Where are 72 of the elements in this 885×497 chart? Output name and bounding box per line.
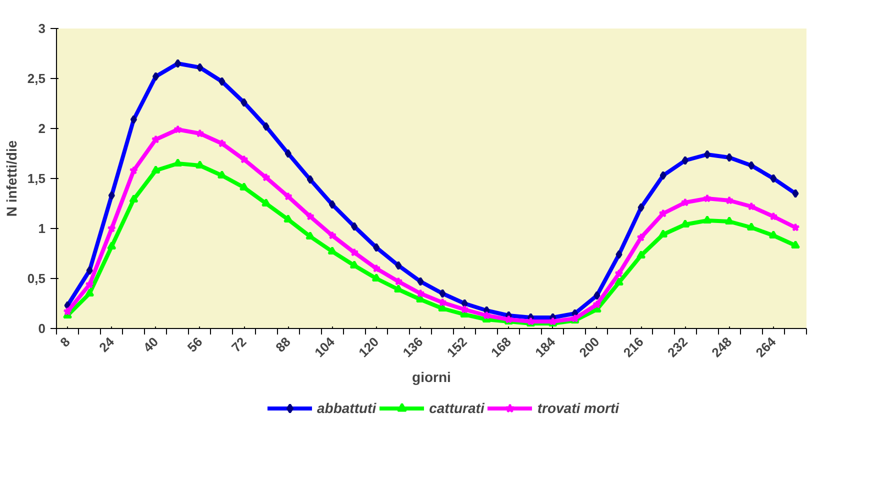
y-tick-label: 2 [38, 121, 46, 136]
point [306, 231, 315, 240]
x-tick-label: 248 [708, 334, 735, 360]
point [658, 209, 668, 218]
x-axis-title: giorni [412, 369, 451, 386]
point [284, 192, 292, 200]
point [328, 231, 337, 240]
point [658, 229, 668, 238]
point [217, 170, 226, 179]
y-tick-label: 3 [38, 21, 46, 36]
point [394, 277, 403, 286]
x-tick-label: 168 [488, 334, 514, 360]
point [107, 224, 116, 232]
point [636, 250, 646, 259]
x-tick-label: 120 [356, 334, 382, 360]
point [240, 182, 248, 191]
point [614, 277, 624, 286]
x-tick-label: 72 [228, 334, 250, 356]
point [196, 129, 204, 138]
x-tick-label: 88 [272, 334, 294, 356]
point [262, 173, 270, 182]
x-tick-label: 8 [57, 334, 73, 350]
x-tick-label: 56 [184, 334, 206, 356]
point [614, 269, 624, 278]
point [372, 264, 381, 272]
point [747, 202, 756, 210]
point [328, 246, 337, 255]
point [129, 166, 138, 174]
y-tick-label: 1,5 [27, 171, 46, 186]
legend-label: catturati [429, 400, 484, 416]
legend-label: abbattuti [316, 400, 376, 416]
x-tick-label: 184 [532, 334, 559, 360]
point [768, 230, 778, 239]
point [702, 215, 712, 224]
x-tick-label: 264 [752, 334, 780, 360]
y-tick-label: 0,5 [27, 271, 46, 286]
y-tick-label: 0 [38, 321, 46, 336]
x-tick-label: 152 [444, 334, 470, 360]
point [592, 300, 602, 308]
x-tick-label: 40 [140, 334, 162, 356]
point [350, 248, 359, 256]
legend-label: trovati morti [537, 400, 620, 416]
point [372, 273, 381, 282]
point [284, 214, 293, 223]
point [702, 194, 712, 202]
x-tick-label: 136 [400, 334, 426, 360]
point [306, 212, 315, 220]
point [350, 260, 359, 269]
point [151, 165, 160, 174]
x-tick-label: 24 [96, 334, 118, 356]
x-tick-label: 104 [312, 334, 338, 360]
y-tick-label: 2,5 [27, 71, 46, 86]
point [769, 212, 778, 220]
point [63, 307, 72, 316]
point [107, 241, 116, 250]
point [85, 280, 94, 288]
point [240, 155, 248, 164]
point [262, 198, 271, 207]
point [85, 288, 94, 297]
point [218, 139, 226, 148]
y-tick-label: 1 [38, 221, 46, 236]
point [724, 216, 734, 225]
point [394, 284, 403, 293]
point [790, 240, 800, 249]
x-tick-label: 200 [576, 334, 602, 360]
y-axis-title: N infetti/die [3, 140, 20, 217]
point [636, 233, 646, 242]
point [416, 289, 425, 298]
x-tick-label: 232 [664, 334, 690, 360]
x-tick-label: 216 [620, 334, 646, 360]
point [173, 125, 182, 134]
point [129, 194, 138, 203]
